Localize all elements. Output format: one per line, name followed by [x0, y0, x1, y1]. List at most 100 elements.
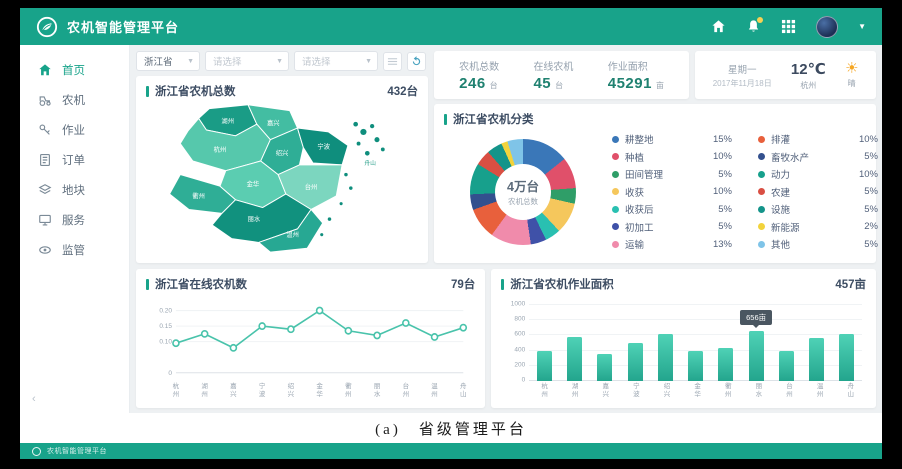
legend-item[interactable]: 其他 5%	[758, 237, 878, 251]
legend-percent: 13%	[712, 238, 732, 250]
map-island	[339, 202, 343, 206]
legend-item[interactable]: 初加工 5%	[612, 220, 732, 234]
stat-online-machines: 在线农机 45 台	[533, 58, 573, 92]
legend-label: 田间管理	[625, 170, 664, 181]
sidebar-item-key[interactable]: 作业	[20, 115, 129, 145]
sidebar-collapse-button[interactable]: ‹	[32, 393, 36, 405]
bar[interactable]	[627, 343, 643, 381]
sidebar-item-label: 监管	[62, 245, 85, 257]
bar[interactable]	[597, 354, 613, 381]
bar-cell-温州[interactable]	[802, 337, 832, 381]
stat-label: 农机总数	[459, 62, 500, 73]
bar-cell-金华[interactable]	[681, 350, 711, 381]
home-icon	[38, 63, 52, 77]
bar[interactable]	[657, 333, 673, 381]
bar-cell-湖州[interactable]	[560, 336, 590, 381]
legend-item[interactable]: 耕整地 15%	[612, 132, 732, 146]
province-select[interactable]: 浙江省 ▼	[136, 51, 200, 71]
sidebar-item-tractor[interactable]: 农机	[20, 85, 129, 115]
bar[interactable]	[839, 333, 855, 381]
reset-button[interactable]	[407, 51, 426, 71]
bar-cell-衢州[interactable]	[711, 348, 741, 381]
chevron-down-icon: ▼	[365, 57, 372, 65]
bar-cell-宁波[interactable]	[620, 343, 650, 381]
line-data-point[interactable]	[430, 333, 439, 341]
bar-cell-丽水[interactable]: 656亩	[740, 310, 773, 381]
sidebar-item-land[interactable]: 地块	[20, 175, 129, 205]
line-x-label: 嘉 兴	[230, 383, 237, 398]
user-menu-caret-icon[interactable]: ▼	[858, 22, 866, 31]
bar-cell-杭州[interactable]	[529, 350, 559, 381]
map-island	[369, 124, 375, 129]
bar[interactable]	[778, 350, 794, 381]
legend-percent: 5%	[864, 186, 878, 197]
sidebar-item-label: 作业	[62, 125, 85, 137]
bell-icon[interactable]	[746, 17, 764, 34]
legend-item[interactable]: 畜牧水产 5%	[758, 150, 878, 164]
line-data-point[interactable]	[459, 323, 468, 332]
zhejiang-map[interactable]: 湖州 嘉兴 杭州 绍兴 宁波 金华 衢州 台州 丽水 温州 舟山	[146, 99, 418, 256]
line-data-point[interactable]	[287, 325, 295, 334]
list-button[interactable]	[383, 51, 402, 71]
app-grid-icon[interactable]	[781, 19, 796, 34]
line-data-point[interactable]	[172, 339, 180, 348]
sidebar-item-home[interactable]: 首页	[20, 55, 129, 85]
machine-category-donut-chart[interactable]: 4万台 农机总数	[470, 138, 576, 245]
line-data-point[interactable]	[344, 326, 353, 335]
sidebar-item-eye[interactable]: 监管	[20, 235, 129, 265]
legend-item[interactable]: 运输 13%	[612, 237, 732, 251]
bar[interactable]	[809, 337, 825, 381]
county-select[interactable]: 请选择 ▼	[294, 51, 378, 71]
online-machines-line-chart[interactable]: 0.20 0.15 0.10 0	[146, 294, 475, 381]
legend-item[interactable]: 收获后 5%	[612, 202, 732, 216]
bar-cell-舟山[interactable]	[832, 333, 862, 381]
legend-item[interactable]: 农建 5%	[758, 185, 878, 199]
bar[interactable]	[718, 348, 734, 381]
bar[interactable]	[536, 350, 552, 381]
line-x-label: 杭 州	[172, 383, 180, 398]
bar[interactable]	[688, 350, 704, 381]
line-data-point[interactable]	[258, 322, 266, 331]
line-data-point[interactable]	[373, 331, 381, 340]
bar-cell-嘉兴[interactable]	[590, 354, 620, 381]
city-select[interactable]: 请选择 ▼	[205, 51, 289, 71]
legend-percent: 5%	[864, 203, 878, 215]
chevron-down-icon: ▼	[187, 57, 194, 65]
bar-cell-台州[interactable]	[771, 350, 801, 381]
user-avatar[interactable]	[816, 15, 839, 38]
legend-item[interactable]: 动力 10%	[758, 167, 878, 181]
bar-cell-绍兴[interactable]	[650, 333, 680, 381]
legend-item[interactable]: 种植 10%	[612, 150, 732, 164]
bar-panel-total: 457亩	[835, 279, 866, 291]
line-data-point[interactable]	[315, 306, 324, 315]
line-data-point[interactable]	[229, 343, 238, 352]
legend-item[interactable]: 设施 5%	[758, 202, 878, 216]
map-island	[320, 233, 324, 237]
line-data-point[interactable]	[200, 329, 209, 338]
notification-badge	[757, 17, 764, 23]
bar[interactable]	[567, 336, 583, 381]
legend-label: 耕整地	[625, 135, 654, 146]
legend-label: 种植	[625, 152, 645, 164]
sidebar-item-order[interactable]: 订单	[20, 145, 129, 175]
sidebar-item-service[interactable]: 服务	[20, 205, 129, 235]
legend-item[interactable]: 收获 10%	[612, 185, 732, 199]
donut-legend: 耕整地 15% 种植 10% 田间管理 5% 收获 10% 收获后 5% 初加工 5% 运输 13% 排灌 1…	[612, 132, 878, 251]
map-region-label: 宁波	[317, 141, 330, 150]
legend-item[interactable]: 田间管理 5%	[612, 167, 732, 181]
map-region-label: 杭州	[214, 144, 227, 153]
bar[interactable]	[748, 331, 764, 381]
line-data-point[interactable]	[402, 319, 410, 327]
map-region-温州[interactable]	[258, 208, 324, 253]
key-icon	[38, 123, 52, 137]
stat-value: 45291	[607, 75, 652, 92]
work-area-bar-chart[interactable]: 1000 800 600 400 200 0 656亩	[501, 294, 866, 384]
legend-item[interactable]: 排灌 10%	[758, 132, 878, 146]
order-icon	[38, 153, 52, 167]
home-icon[interactable]	[711, 19, 726, 34]
legend-item[interactable]: 新能源 2%	[758, 220, 878, 234]
legend-dot-icon	[758, 153, 765, 160]
legend-column: 耕整地 15% 种植 10% 田间管理 5% 收获 10% 收获后 5% 初加工 5% 运输 13%	[612, 132, 732, 251]
legend-label: 农建	[771, 187, 791, 199]
map-region-label: 丽水	[248, 214, 261, 223]
